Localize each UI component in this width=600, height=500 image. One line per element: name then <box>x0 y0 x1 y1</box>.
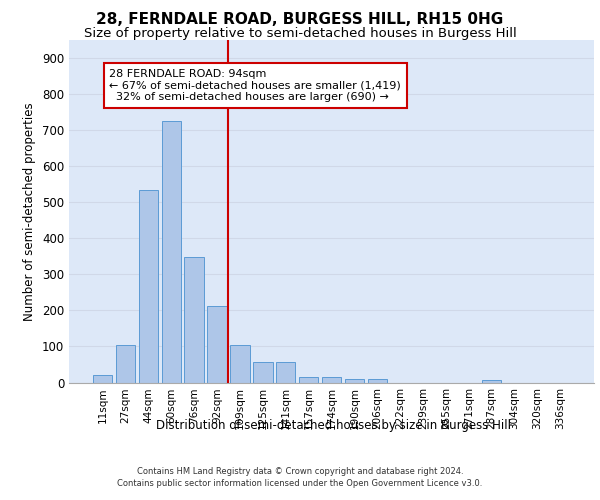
Bar <box>482 380 502 382</box>
Text: Size of property relative to semi-detached houses in Burgess Hill: Size of property relative to semi-detach… <box>83 28 517 40</box>
Text: Distribution of semi-detached houses by size in Burgess Hill: Distribution of semi-detached houses by … <box>155 420 511 432</box>
Text: 28 FERNDALE ROAD: 94sqm
← 67% of semi-detached houses are smaller (1,419)
  32% : 28 FERNDALE ROAD: 94sqm ← 67% of semi-de… <box>109 69 401 102</box>
Bar <box>276 362 295 382</box>
Bar <box>253 362 272 382</box>
Bar <box>93 374 112 382</box>
Bar <box>116 344 135 383</box>
Text: Contains HM Land Registry data © Crown copyright and database right 2024.: Contains HM Land Registry data © Crown c… <box>137 467 463 476</box>
Bar <box>161 121 181 382</box>
Bar <box>208 306 227 382</box>
Bar <box>184 257 204 382</box>
Text: Contains public sector information licensed under the Open Government Licence v3: Contains public sector information licen… <box>118 478 482 488</box>
Bar <box>139 190 158 382</box>
Bar <box>322 377 341 382</box>
Bar <box>230 346 250 383</box>
Bar <box>344 378 364 382</box>
Bar <box>368 378 387 382</box>
Bar <box>299 377 319 382</box>
Text: 28, FERNDALE ROAD, BURGESS HILL, RH15 0HG: 28, FERNDALE ROAD, BURGESS HILL, RH15 0H… <box>97 12 503 28</box>
Y-axis label: Number of semi-detached properties: Number of semi-detached properties <box>23 102 37 320</box>
